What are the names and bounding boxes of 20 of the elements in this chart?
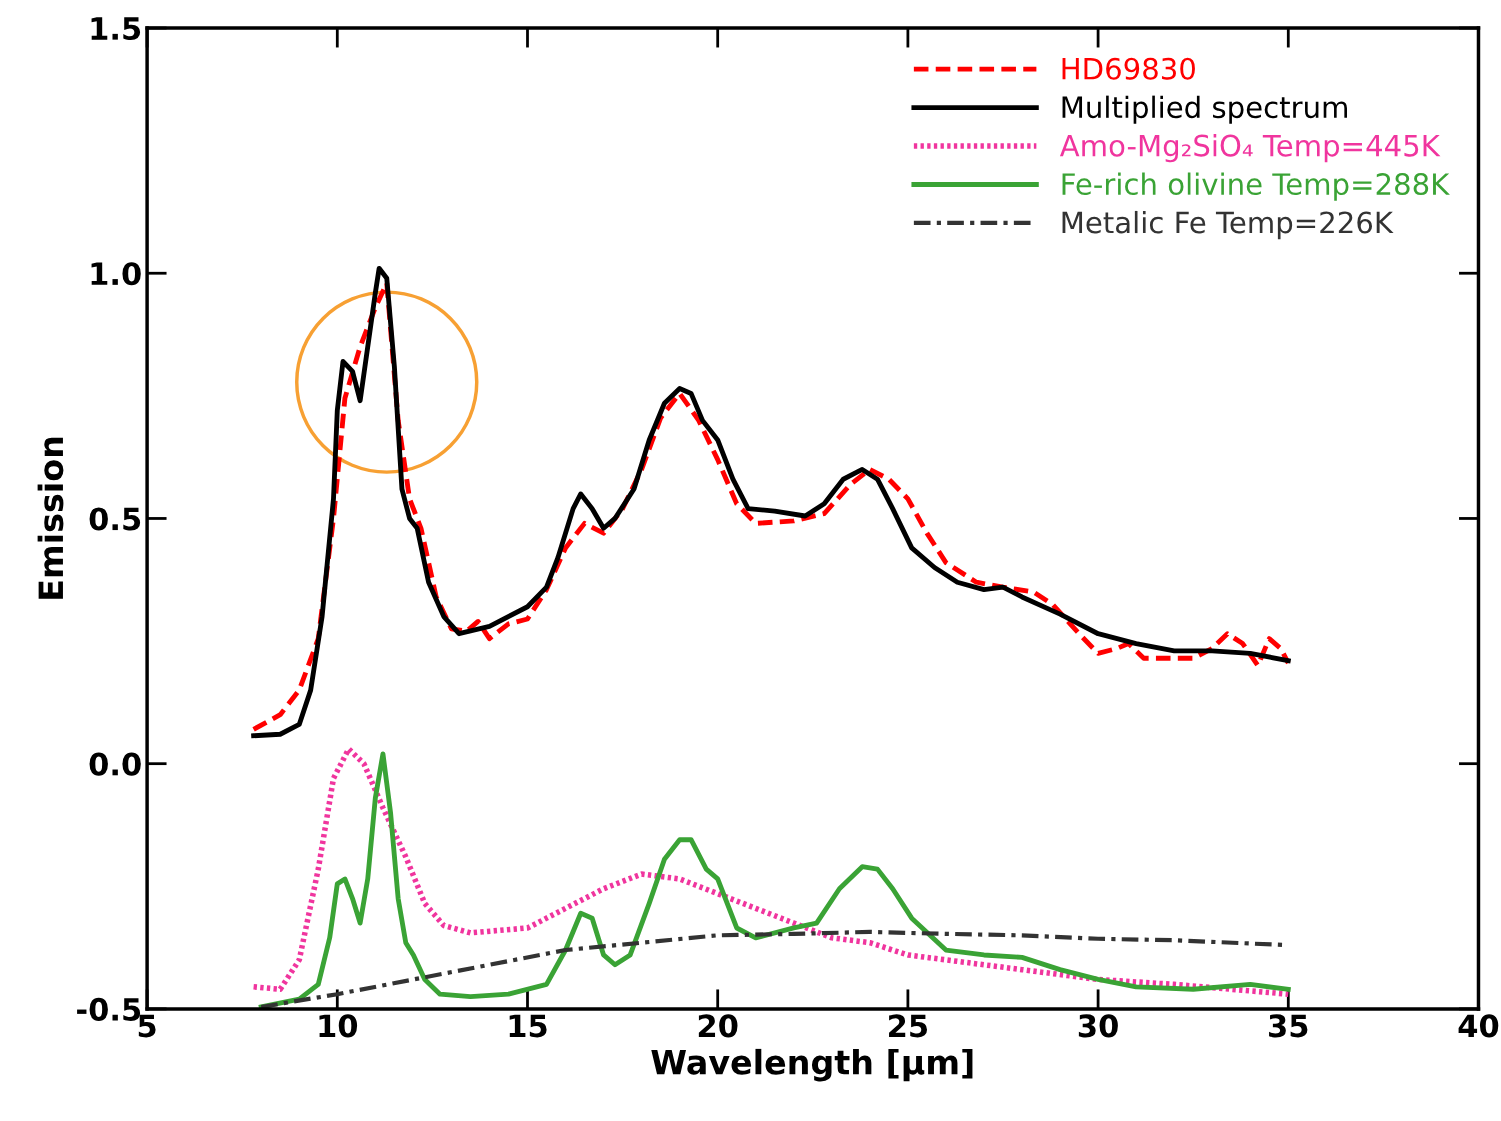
legend-label: Metalic Fe Temp=226K [1062,210,1394,240]
x-tick-label: 35 [1269,1014,1308,1038]
x-tick-label: 10 [319,1014,358,1038]
x-tick-label: 40 [1458,1014,1499,1038]
legend-label: Amo-Mg₂SiO₄ Temp=445K [1059,134,1441,163]
x-tick-label: 15 [509,1014,547,1038]
y-axis-title: Emission [37,437,64,599]
legend-label: Fe-rich olivine Temp=288K [1062,172,1450,201]
x-tick-label: 30 [1078,1014,1118,1038]
x-tick-label: 5 [138,1014,156,1038]
y-tick-label: -0.5 [77,997,141,1021]
legend-label: HD69830 [1062,57,1195,80]
y-tick-label: 0.5 [89,507,141,531]
x-tick-label: 25 [889,1014,928,1038]
y-tick-label: 1.5 [91,17,141,41]
y-tick-label: 1.0 [91,262,141,286]
x-axis-title: Wavelength [μm] [651,1048,973,1082]
x-tick-label: 20 [698,1014,738,1038]
y-tick-label: 0.0 [89,752,141,776]
legend-label: Multiplied spectrum [1062,95,1347,124]
